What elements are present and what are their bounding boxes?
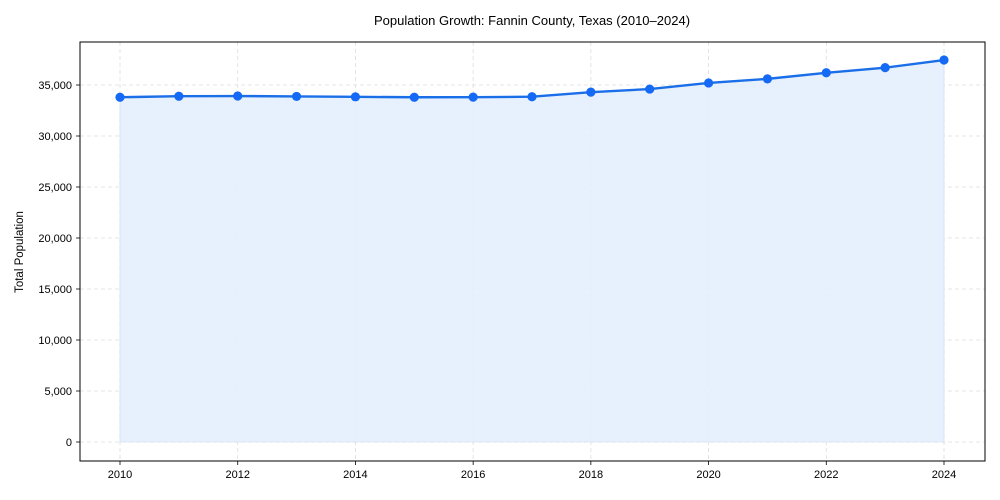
- area-fill: [119, 59, 945, 443]
- chart-title: Population Growth: Fannin County, Texas …: [373, 13, 691, 28]
- data-point-marker: [233, 91, 243, 101]
- data-point-marker: [174, 91, 184, 101]
- x-tick-label: 2016: [461, 469, 485, 481]
- data-point-marker: [409, 92, 419, 102]
- data-point-marker: [762, 74, 773, 84]
- y-tick-label: 15,000: [38, 284, 72, 296]
- data-point-marker: [291, 91, 302, 102]
- data-point-marker: [586, 87, 596, 97]
- data-point-marker: [527, 92, 537, 102]
- x-tick-label: 2022: [814, 469, 838, 481]
- y-tick-label: 20,000: [38, 233, 72, 245]
- data-point-marker: [939, 55, 949, 65]
- data-point-marker: [115, 92, 125, 102]
- x-tick-label: 2018: [579, 469, 603, 481]
- axes-frame: [79, 41, 986, 462]
- x-tick-label: 2020: [696, 469, 720, 481]
- data-point-marker: [350, 92, 361, 102]
- x-tick-label: 2014: [343, 469, 367, 481]
- data-point-marker: [468, 92, 478, 102]
- y-tick-label: 35,000: [38, 80, 72, 92]
- y-tick-label: 5,000: [44, 386, 72, 398]
- data-point-marker: [703, 78, 714, 88]
- x-tick-label: 2010: [108, 469, 132, 481]
- y-tick-label: 25,000: [38, 182, 72, 194]
- x-tick-label: 2012: [225, 469, 249, 481]
- y-tick-label: 0: [66, 437, 72, 449]
- y-tick-label: 30,000: [38, 131, 72, 143]
- data-point-marker: [880, 63, 890, 73]
- data-point-marker: [645, 84, 655, 94]
- y-tick-label: 10,000: [38, 335, 72, 347]
- x-tick-label: 2024: [932, 469, 956, 481]
- data-point-marker: [821, 68, 831, 78]
